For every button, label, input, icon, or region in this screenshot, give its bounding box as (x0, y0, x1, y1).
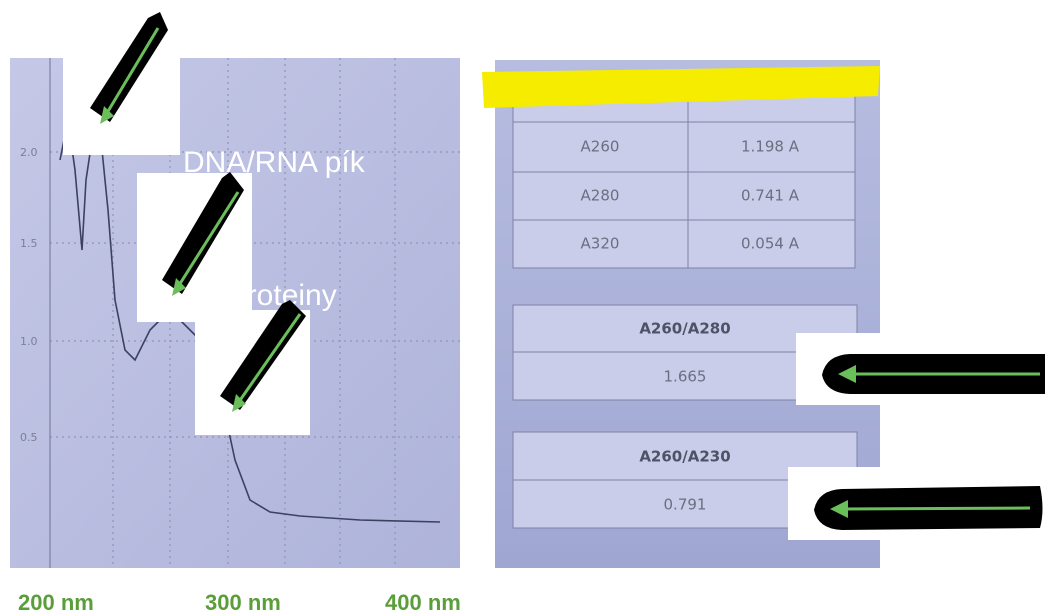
ratio-label: A260/A230 (639, 448, 730, 466)
y-label: 1.5 (20, 237, 38, 250)
ratio-label: A260/A280 (639, 320, 730, 338)
arrow (63, 12, 180, 155)
x-label: 300 nm (205, 590, 281, 615)
table-cell: A280 (581, 187, 620, 205)
arrow (195, 300, 310, 435)
y-label: 1.0 (20, 335, 38, 348)
ratio-value: 1.665 (664, 368, 707, 386)
slide: 2.0 1.5 1.0 0.5 DNA/RNA pík proteiny A26… (0, 0, 1045, 616)
arrow (788, 467, 1045, 540)
x-label: 200 nm (18, 590, 94, 615)
table-cell: 0.741 A (741, 187, 800, 205)
table-cell: 0.054 A (741, 235, 800, 253)
ratio-value: 0.791 (664, 496, 707, 514)
table-cell: A320 (581, 235, 620, 253)
x-label: 400 nm (385, 590, 461, 615)
arrow (137, 172, 252, 322)
table-cell: A260 (581, 138, 620, 156)
y-label: 2.0 (20, 146, 38, 159)
table-cell: 1.198 A (741, 138, 800, 156)
arrow (796, 333, 1045, 405)
y-label: 0.5 (20, 431, 38, 444)
